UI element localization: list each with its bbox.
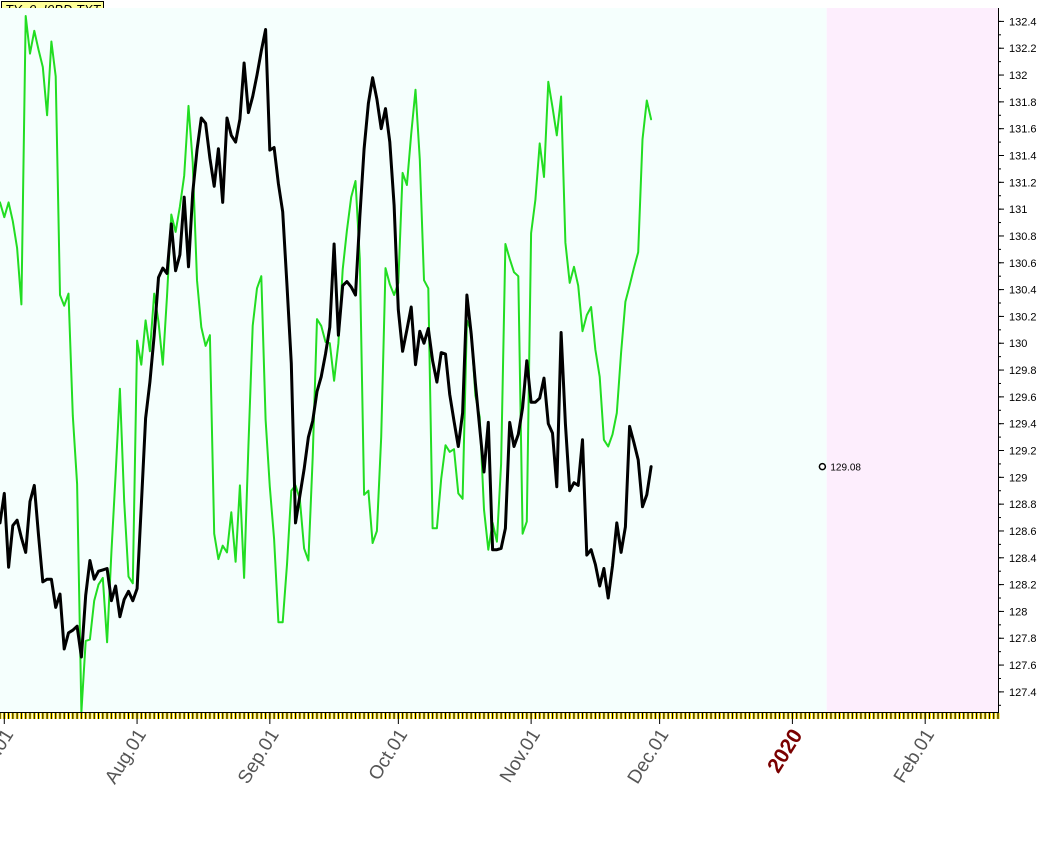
y-tick-label: 127.6: [1009, 660, 1037, 672]
x-month-label: Jul.01: [0, 726, 18, 780]
last-value-label: 129.08: [830, 463, 861, 474]
shaded-region-2: [826, 8, 998, 712]
y-tick-label: 131.4: [1009, 151, 1037, 163]
y-tick-label: 128.6: [1009, 526, 1037, 538]
x-month-label: Nov.01: [496, 726, 545, 787]
y-tick-label: 130.4: [1009, 285, 1037, 297]
x-month-label: 2020: [763, 725, 807, 777]
y-tick-label: 127.4: [1009, 687, 1037, 699]
y-tick-label: 128.8: [1009, 499, 1037, 511]
series-line-1: [0, 28, 653, 659]
x-month-label: Aug.01: [101, 726, 151, 788]
series-layer: [0, 15, 653, 713]
y-tick-label: 128: [1009, 606, 1027, 618]
y-tick-label: 131.8: [1009, 97, 1037, 109]
y-tick-label: 129.6: [1009, 392, 1037, 404]
y-tick-label: 127.8: [1009, 633, 1037, 645]
y-tick-label: 129.4: [1009, 419, 1037, 431]
last-value-marker-layer: 129.08: [818, 462, 861, 474]
x-month-label: Dec.01: [624, 726, 674, 788]
shaded-regions: [0, 8, 998, 712]
x-axis: Jul.01 Aug.01 Sep.01 Oct.01 Nov.01 Dec.01 2020…: [0, 712, 1000, 788]
y-tick-label: 129.8: [1009, 365, 1037, 377]
y-tick-label: 128.2: [1009, 580, 1037, 592]
y-tick-label: 130.8: [1009, 231, 1037, 243]
x-day-marker: [0, 713, 2, 719]
y-tick-label: 130.6: [1009, 258, 1037, 270]
shaded-region-1: [0, 8, 827, 712]
y-tick-label: 131.6: [1009, 124, 1037, 136]
x-month-label: Sep.01: [234, 726, 284, 788]
y-tick-label: 131.2: [1009, 177, 1037, 189]
series-line-2: [0, 15, 653, 713]
last-value-marker: [818, 462, 827, 471]
y-tick-label: 131: [1009, 204, 1027, 216]
y-tick-label: 129: [1009, 472, 1027, 484]
y-tick-label: 130: [1009, 338, 1027, 350]
x-month-label: Feb.01: [890, 726, 939, 787]
x-month-label: Oct.01: [365, 726, 412, 785]
y-tick-label: 128.4: [1009, 553, 1037, 565]
y-tick-label: 132.2: [1009, 43, 1037, 55]
y-tick-label: 129.2: [1009, 446, 1037, 458]
y-tick-label: 132.4: [1009, 16, 1037, 28]
y-tick-label: 130.2: [1009, 311, 1037, 323]
y-axis: 127.4 127.6 127.8 128 128.2 128.4 128.6 128.8 12…: [998, 8, 1037, 718]
y-tick-label: 132: [1009, 70, 1027, 82]
